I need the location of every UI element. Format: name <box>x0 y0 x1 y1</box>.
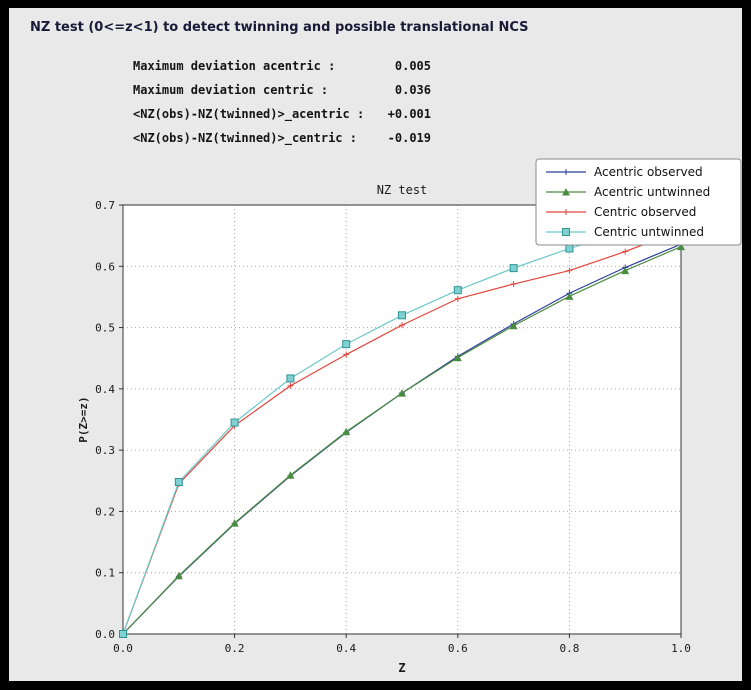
chart-legend: Acentric observed Acentric untwinned Centr… <box>535 158 742 246</box>
x-tick-label: 0.8 <box>559 642 579 655</box>
plot-border <box>122 204 682 635</box>
y-tick-label: 0.1 <box>95 567 115 580</box>
stat-label: <NZ(obs)-NZ(twinned)>_centric : <box>133 131 357 145</box>
stat-label: Maximum deviation centric : <box>133 83 329 97</box>
legend-label: Centric untwinned <box>594 225 704 239</box>
y-tick-label: 0.5 <box>95 322 115 335</box>
chart-title: NZ test <box>377 183 428 197</box>
plot-area <box>123 205 681 634</box>
y-axis-label: P(Z>=z) <box>77 396 90 442</box>
legend-label: Acentric untwinned <box>594 185 710 199</box>
x-tick-label: 0.0 <box>113 642 133 655</box>
tick-labels: 0.0 0.2 0.4 0.6 0.8 1.0 0.0 0.1 0.2 0.3 0.4 0.5 0.6 0… <box>95 199 691 655</box>
y-tick-label: 0.3 <box>95 444 115 457</box>
x-axis-label: Z <box>398 661 405 675</box>
page-title: NZ test (0<=z<1) to detect twinning and … <box>30 20 529 35</box>
x-tick-label: 1.0 <box>671 642 691 655</box>
stat-value: +0.001 <box>387 107 431 121</box>
stat-row: Maximum deviation centric : 0.036 <box>133 78 431 102</box>
series-acentric-untwinned <box>119 242 685 638</box>
legend-label: Acentric observed <box>594 165 703 179</box>
y-tick-label: 0.0 <box>95 628 115 641</box>
stat-row: <NZ(obs)-NZ(twinned)>_acentric : +0.001 <box>133 102 431 126</box>
stat-value: -0.019 <box>387 131 431 145</box>
y-tick-label: 0.6 <box>95 260 115 273</box>
x-tick-label: 0.4 <box>336 642 356 655</box>
gridlines <box>123 205 681 634</box>
stats-table: Maximum deviation acentric : 0.005 Maxim… <box>133 54 431 150</box>
y-tick-label: 0.2 <box>95 505 115 518</box>
stat-row: Maximum deviation acentric : 0.005 <box>133 54 431 78</box>
y-tick-label: 0.4 <box>95 383 115 396</box>
stat-value: 0.036 <box>394 83 431 97</box>
y-tick-label: 0.7 <box>95 199 115 212</box>
stat-row: <NZ(obs)-NZ(twinned)>_centric : -0.019 <box>133 126 431 150</box>
stat-value: 0.005 <box>394 59 431 73</box>
x-tick-label: 0.6 <box>448 642 468 655</box>
stat-label: Maximum deviation acentric : <box>133 59 336 73</box>
x-tick-label: 0.2 <box>225 642 245 655</box>
legend-label: Centric observed <box>594 205 696 219</box>
content-panel: NZ test (0<=z<1) to detect twinning and … <box>9 8 742 681</box>
nz-test-chart: 0.0 0.2 0.4 0.6 0.8 1.0 0.0 0.1 0.2 0.3 0.4 0.5 0.6 0… <box>77 158 742 675</box>
stat-label: <NZ(obs)-NZ(twinned)>_acentric : <box>133 107 365 121</box>
